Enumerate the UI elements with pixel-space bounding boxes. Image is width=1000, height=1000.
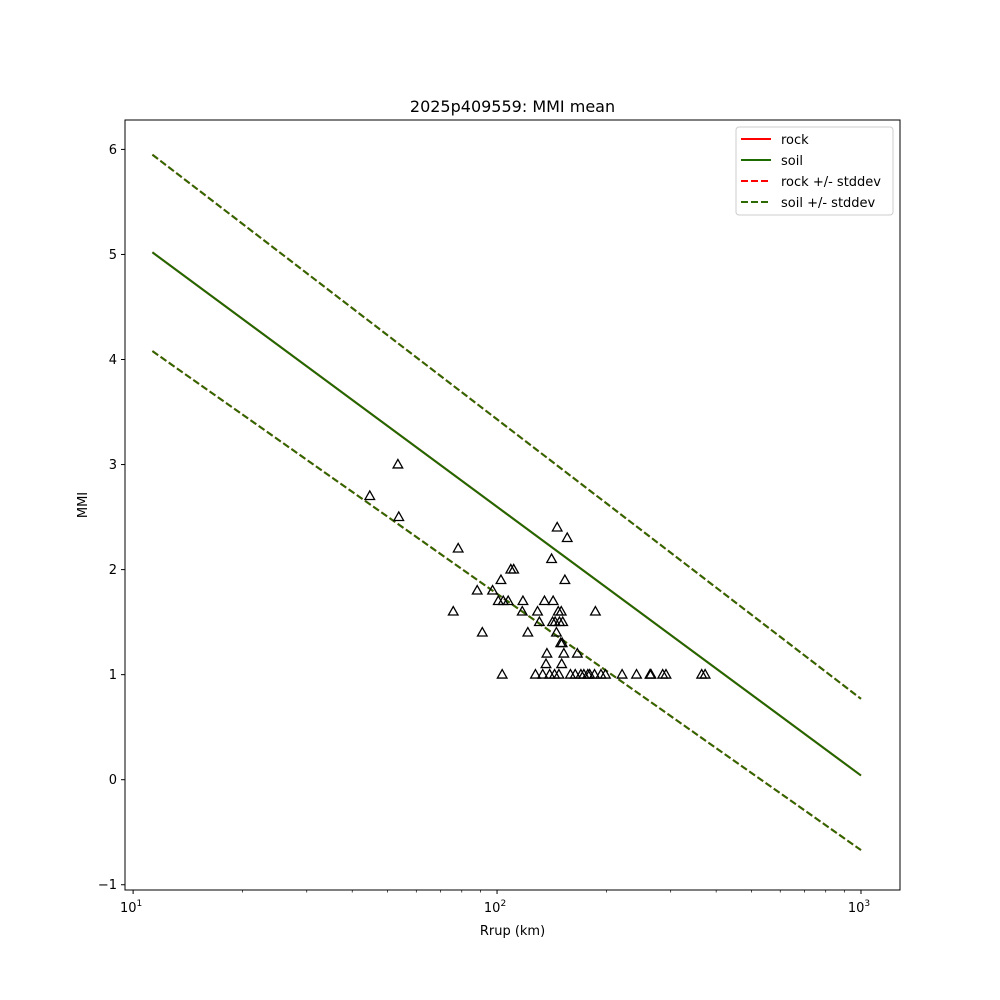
legend-label-2: rock +/- stddev [781,175,881,190]
observation-point [536,668,549,679]
observation-point [545,552,558,564]
x-tick-label: 101 [120,899,142,916]
observation-point [452,542,465,553]
observation-point [660,668,672,679]
observation-point [616,668,629,679]
observation-point [529,668,542,679]
observation-point [630,668,643,679]
y-tick-label: 1 [109,668,117,683]
x-tick-label: 103 [848,899,870,916]
observation-point [521,626,534,637]
observation-point [363,489,376,501]
observation-point [486,584,499,595]
x-axis-label: Rrup (km) [480,924,545,939]
observation-point [555,657,568,669]
legend-label-3: soil +/- stddev [781,196,876,211]
observation-point [496,668,509,679]
observation-point [561,531,574,543]
observation-point [391,458,404,469]
legend-box [735,126,894,216]
y-tick-label: 3 [109,458,117,473]
x-tick-label: 102 [484,899,506,916]
legend-label-0: rock [781,133,809,148]
observation-point [471,584,484,595]
observation-point [495,573,507,585]
y-tick-label: −1 [98,878,117,893]
observation-point [547,594,560,606]
y-tick-label: 4 [109,353,117,368]
observation-point [531,605,544,616]
observation-point [699,668,712,679]
observation-point [555,605,568,616]
chart-title: 2025p409559: MMI mean [410,97,615,116]
observation-point [571,647,584,658]
observation-point [552,668,565,679]
observation-point [392,510,405,522]
x-axis: 101 102 103 [120,890,870,916]
legend: rock soil rock +/- stddev soil +/- stddev [735,126,894,216]
y-tick-label: 6 [109,143,117,158]
y-tick-label: 2 [109,563,117,578]
observation-point [645,668,657,679]
y-tick-label: 5 [109,248,117,263]
observation-point [447,605,460,616]
observation-point [540,657,552,669]
series-line-1 [151,251,862,777]
y-axis-label: MMI [76,492,91,518]
observation-point [533,615,546,627]
observation-point [502,594,515,606]
y-axis: −1 0 1 2 3 4 5 6 [98,143,125,893]
observation-point [516,605,529,616]
observation-point [507,563,520,574]
plot-area [151,153,862,851]
observation-point [558,573,571,585]
observation-point [517,594,529,606]
axes-frame [124,119,901,891]
observation-point [551,521,564,532]
series-line-3-upper [151,153,862,700]
observation-point [550,626,563,637]
observation-point [541,647,553,658]
observation-point [556,615,569,627]
observation-point [556,636,569,648]
series-line-3-lower [151,350,862,851]
legend-label-1: soil [781,154,803,169]
series-layer [151,153,862,851]
observation-markers [363,458,712,679]
observation-point [538,594,551,606]
observation-point [589,605,602,616]
observation-point [569,668,582,679]
y-tick-label: 0 [109,773,117,788]
observation-point [557,647,570,658]
observation-point [599,668,612,679]
observation-point [588,668,601,679]
observation-point [476,626,489,637]
